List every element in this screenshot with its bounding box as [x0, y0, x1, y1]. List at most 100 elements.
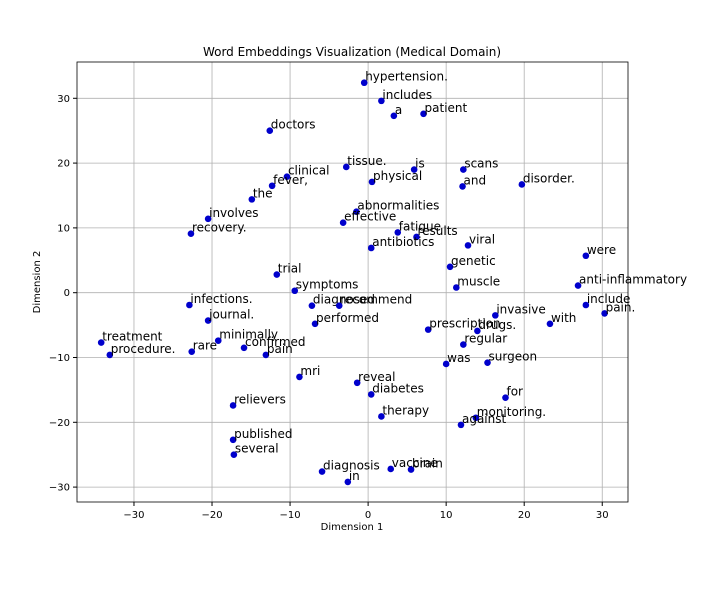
point: [229, 436, 237, 444]
point-label: in: [349, 469, 360, 483]
y-tick-label: −10: [49, 353, 70, 364]
x-tick-label: −20: [201, 510, 222, 521]
point: [420, 110, 427, 118]
point: [424, 326, 432, 333]
point-label: diabetes: [372, 381, 424, 395]
point-label: were: [587, 243, 616, 257]
point-label: anti-inflammatory: [579, 273, 687, 287]
point-label: published: [234, 427, 292, 441]
plot-frame: [76, 61, 629, 503]
point: [582, 301, 590, 309]
point-label: mri: [300, 364, 320, 378]
point-label: was: [447, 351, 470, 365]
point-label: drugs.: [478, 318, 516, 332]
point-label: reveal: [358, 370, 395, 384]
point: [457, 421, 465, 429]
point: [459, 183, 466, 190]
point-label: symptoms: [296, 278, 359, 292]
point: [308, 302, 316, 309]
point: [367, 391, 375, 398]
point-label: monitoring.: [477, 405, 546, 419]
point: [502, 394, 509, 401]
point: [460, 341, 467, 348]
point-label: procedure.: [111, 342, 176, 356]
point: [413, 233, 420, 241]
point: [97, 339, 105, 346]
y-tick-label: 10: [57, 223, 70, 234]
point: [360, 79, 368, 87]
point-label: confirmed: [245, 335, 306, 349]
point-label: effective: [344, 210, 396, 224]
point: [335, 302, 343, 309]
point-label: muscle: [457, 275, 500, 289]
point: [484, 359, 491, 366]
point: [291, 287, 299, 295]
point: [311, 320, 319, 328]
point-label: and: [464, 173, 487, 187]
point: [283, 173, 291, 180]
point: [387, 465, 395, 473]
x-tick-label: 0: [365, 510, 371, 521]
point-label: therapy: [382, 403, 429, 417]
point: [188, 348, 196, 355]
point: [353, 208, 360, 215]
point: [601, 310, 608, 317]
point-label: pain: [267, 342, 293, 356]
point: [106, 351, 114, 359]
point: [240, 344, 248, 352]
point-label: relievers: [234, 392, 286, 406]
point-label: clinical: [288, 164, 330, 178]
y-tick-label: −20: [49, 418, 70, 429]
point: [262, 351, 270, 359]
point-label: patient: [425, 101, 468, 115]
point: [546, 320, 554, 328]
point-label: tissue.: [347, 154, 386, 168]
point: [368, 178, 376, 186]
point: [378, 413, 385, 420]
point: [339, 219, 347, 227]
point-label: rare: [193, 339, 217, 353]
point-label: involves: [209, 206, 258, 220]
x-tick-label: 20: [518, 510, 531, 521]
point: [268, 182, 276, 190]
point: [492, 312, 499, 319]
point: [318, 468, 326, 475]
point: [248, 196, 256, 203]
point-label: antibiotics: [372, 235, 434, 249]
point-label: invasive: [496, 302, 545, 316]
point-label: trial: [278, 262, 302, 276]
grid: [77, 62, 628, 502]
point-label: several: [235, 442, 279, 456]
point-label: performed: [316, 311, 379, 325]
point-label: is: [415, 157, 425, 171]
point: [342, 163, 350, 171]
point-label: treatment: [102, 330, 162, 344]
point: [378, 97, 385, 105]
point: [390, 112, 398, 120]
point: [410, 166, 418, 173]
point: [460, 166, 467, 173]
point-label: against: [462, 412, 507, 426]
point: [472, 414, 480, 422]
point-label: prescription: [429, 317, 500, 331]
y-axis-label: Dimension 2: [32, 251, 43, 314]
point-label: viral: [469, 232, 495, 246]
point-label: doctors: [271, 118, 316, 132]
point: [296, 373, 303, 381]
point-label: disorder.: [523, 171, 575, 185]
point-label: fever,: [273, 173, 308, 187]
point: [214, 337, 222, 344]
point: [266, 127, 274, 134]
point-label: genetic: [451, 254, 496, 268]
point: [353, 379, 361, 387]
point: [474, 327, 481, 335]
point: [367, 244, 375, 252]
point: [464, 242, 472, 249]
point-label: the: [253, 186, 273, 200]
point-label: diagnosed: [313, 293, 375, 307]
x-tick-label: −30: [123, 510, 144, 521]
point-label: include: [587, 292, 630, 306]
point-label: recovery.: [192, 221, 247, 235]
point: [344, 478, 352, 486]
